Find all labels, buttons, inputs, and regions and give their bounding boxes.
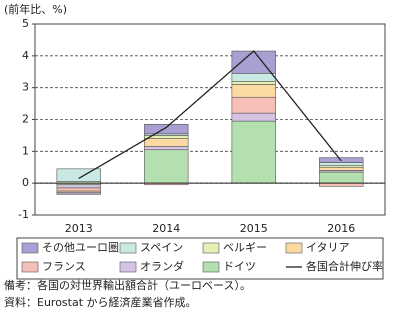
y-tick-label: 0 <box>22 176 29 189</box>
legend-label: オランダ <box>140 259 184 273</box>
legend-swatch <box>21 242 39 254</box>
bar-segment <box>144 146 189 151</box>
y-tick-label: 5 <box>22 17 29 30</box>
note: 備考：各国の対世界輸出額合計（ユーロベース）。 <box>4 278 251 292</box>
y-tick-label: 2 <box>22 113 29 126</box>
bar-segment <box>319 166 364 171</box>
legend-label: スペイン <box>140 241 183 254</box>
bar-segment <box>231 73 276 82</box>
y-tick-label: 1 <box>22 144 29 157</box>
y-tick-label: 4 <box>22 49 29 62</box>
bar-segment <box>56 184 101 189</box>
bar-segment <box>319 162 364 166</box>
legend-label: 各国合計伸び率 <box>306 259 383 273</box>
legend-swatch <box>202 261 220 273</box>
legend-label: フランス <box>42 260 86 273</box>
line <box>78 50 342 179</box>
bar-segment <box>56 192 101 195</box>
bar-segment <box>144 138 189 147</box>
legend-box <box>16 237 384 280</box>
legend-swatch <box>119 261 137 273</box>
legend-label: その他ユーロ圏 <box>42 241 119 254</box>
legend-swatch <box>21 261 39 273</box>
bar-segment <box>144 149 189 184</box>
x-tick-label: 2014 <box>152 222 180 235</box>
note: 資料：Eurostat から経済産業省作成。 <box>4 295 197 309</box>
x-tick-label: 2016 <box>327 222 355 235</box>
bar-segment <box>231 112 276 122</box>
bar-segment <box>231 96 276 114</box>
legend-swatch <box>119 242 137 254</box>
y-axis-label: (前年比、%) <box>4 2 67 16</box>
x-tick-label: 2013 <box>65 222 93 235</box>
y-tick-label: -1 <box>18 208 29 221</box>
legend-label: イタリア <box>306 241 350 254</box>
legend-label: ドイツ <box>223 260 256 273</box>
bar-segment <box>231 120 276 184</box>
bar-segment <box>231 84 276 98</box>
bar-segment <box>144 123 189 135</box>
x-tick-label: 2015 <box>240 222 268 235</box>
bar-segment <box>56 168 101 182</box>
plot-frame <box>34 23 386 216</box>
legend-swatch <box>285 242 303 254</box>
bar-segment <box>319 171 364 184</box>
bar-segment <box>231 81 276 85</box>
legend-swatch <box>202 242 220 254</box>
legend-label: ベルギー <box>223 241 267 254</box>
bar-segment <box>56 187 101 192</box>
y-tick-label: 3 <box>22 81 29 94</box>
